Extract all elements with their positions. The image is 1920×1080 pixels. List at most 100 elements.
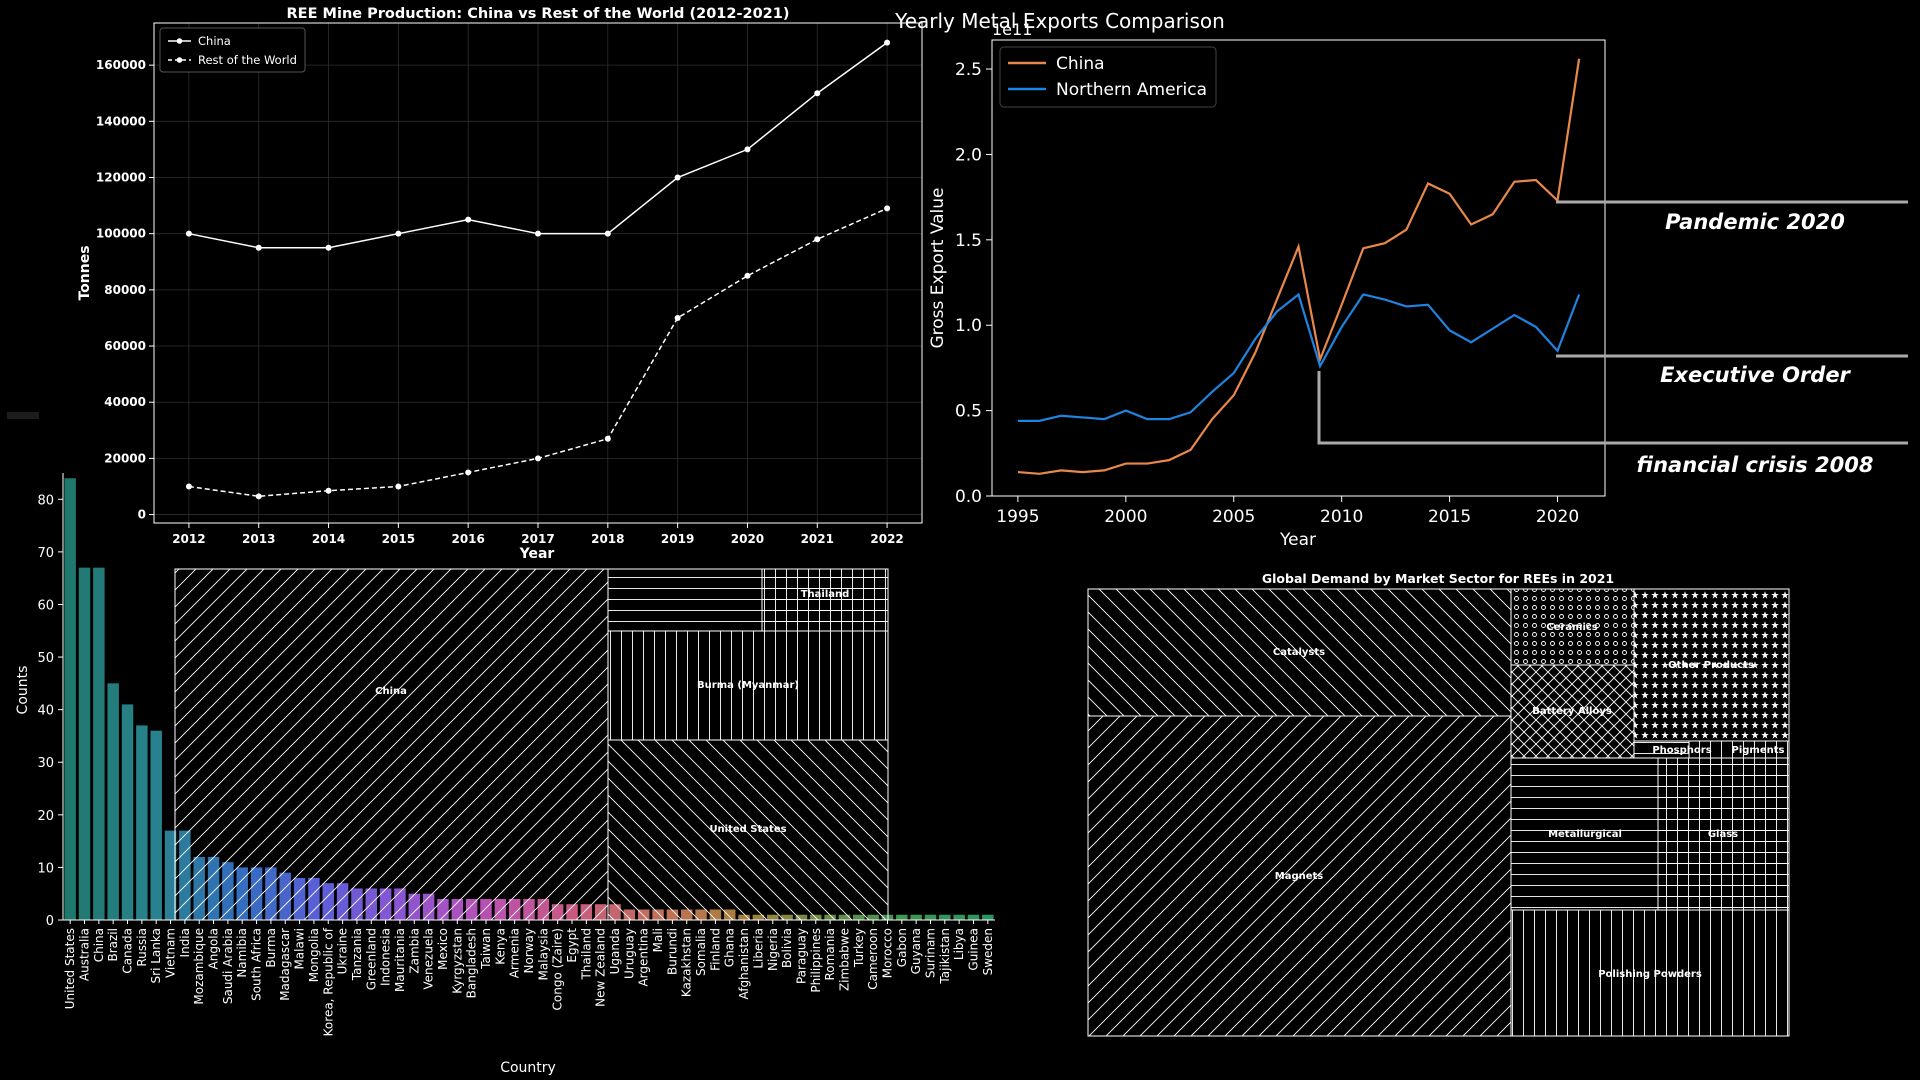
annotation-connectors <box>1317 200 1908 445</box>
chart1-xtick-label: 2022 <box>870 532 903 546</box>
chart3-xtick-label: Angola <box>207 928 221 969</box>
chart3-xtick-label: Canada <box>121 928 135 974</box>
treemap1-unlabeled <box>607 568 763 632</box>
chart3-ytick-label: 70 <box>37 546 54 561</box>
chart1-point <box>255 244 262 251</box>
chart1-point <box>604 435 611 442</box>
chart3-xtick-label: Somalia <box>694 928 708 976</box>
chart3-xtick-label: Kazakhstan <box>680 928 694 997</box>
chart1-point <box>395 483 402 490</box>
treemap2-label-catalysts: Catalysts <box>1273 647 1325 658</box>
treemap2-label-glass: Glass <box>1708 829 1738 840</box>
chart1-xlabel: Year <box>519 546 555 562</box>
chart1-ytick-label: 0 <box>138 508 146 522</box>
chart1-point <box>325 244 332 251</box>
chart3-xtick-label: Ukraine <box>336 928 350 974</box>
chart2-ytick-label: 1.0 <box>955 316 982 336</box>
chart1-xtick-label: 2019 <box>661 532 694 546</box>
chart3-ytick-label: 60 <box>37 598 54 613</box>
chart1-ytick-label: 120000 <box>96 170 146 184</box>
chart1-point <box>884 39 891 46</box>
chart1-ytick-label: 20000 <box>104 451 146 465</box>
chart3-xtick-label: Liberia <box>751 928 765 969</box>
chart3-bar <box>924 914 937 920</box>
chart1-ytick-label: 160000 <box>96 58 146 72</box>
chart3-bar <box>150 730 162 920</box>
chart2-ytick-label: 2.5 <box>955 60 982 80</box>
treemap2-catalysts <box>1087 588 1512 717</box>
treemap2-glass <box>1657 757 1790 911</box>
treemap1-label-us: United States <box>709 824 786 835</box>
chart3-bar <box>896 914 908 920</box>
treemap2-label-pigments: Pigments <box>1732 745 1785 756</box>
chart3-xtick-label: Cameroon <box>866 928 880 990</box>
chart3-xtick-label: Mozambique <box>192 928 206 1005</box>
chart3-xtick-label: Paraguay <box>794 928 808 984</box>
chart3-xtick-label: Mongolia <box>307 928 321 982</box>
treemap1-label-thailand: Thailand <box>801 589 850 600</box>
chart3-bar <box>64 478 76 920</box>
chart2-xtick-label: 2020 <box>1536 507 1579 527</box>
annotation-pandemic: Pandemic 2020 <box>1665 210 1845 234</box>
chart1-point <box>535 455 541 462</box>
chart2-legend-na: Northern America <box>1056 80 1207 100</box>
chart3-xtick-label: Brazil <box>106 928 120 962</box>
chart3-xtick-label: Zimbabwe <box>837 928 851 991</box>
chart2-series-china <box>1017 58 1581 475</box>
chart3-xtick-label: Malawi <box>293 928 307 970</box>
chart3-xtick-label: Mauritania <box>393 928 407 992</box>
chart2-xtick-label: 2005 <box>1212 507 1255 527</box>
chart3-ytick-label: 0 <box>46 914 54 929</box>
chart3-ytick-label: 10 <box>37 861 54 876</box>
chart3-xtick-label: Namibia <box>235 928 249 978</box>
chart1-ytick-label: 60000 <box>104 339 146 353</box>
chart3-bar <box>93 567 105 920</box>
chart3-xtick-label: Afghanistan <box>737 928 751 999</box>
chart1-xtick-label: 2017 <box>521 532 554 546</box>
chart3-xtick-label: Finland <box>708 928 722 971</box>
chart3-xtick-label: Norway <box>522 928 536 974</box>
chart3-xtick-label: India <box>178 928 192 957</box>
treemap2-battery-alloys <box>1510 664 1635 759</box>
chart3-bar <box>164 830 177 920</box>
treemap1-burma <box>607 630 889 741</box>
chart1-ytick-label: 100000 <box>96 227 146 241</box>
treemap2-ceramics <box>1510 588 1635 666</box>
chart1-point <box>465 469 472 476</box>
chart3-xtick-label: Burundi <box>665 928 679 975</box>
chart3-xtick-label: Libya <box>952 928 966 960</box>
chart1-point <box>744 272 751 279</box>
chart3-xtick-label: Madagascar <box>278 928 292 1001</box>
chart2-ytick-label: 0.0 <box>955 487 982 507</box>
chart1-ylabel: Tonnes <box>77 245 93 300</box>
chart3-xtick-label: Sri Lanka <box>149 928 163 983</box>
treemap2-label-other-products: Other Products <box>1668 660 1754 671</box>
chart3-xtick-label: Argentina <box>637 928 651 987</box>
chart3-xtick-label: Bangladesh <box>465 928 479 998</box>
chart3-xtick-label: Uganda <box>608 928 622 974</box>
chart1-point <box>325 487 332 494</box>
treemap2-metallurgical <box>1510 757 1659 911</box>
treemap2-label-ceramics: Ceramics <box>1546 622 1598 633</box>
chart1-xtick-label: 2012 <box>172 532 205 546</box>
chart2-title: Yearly Metal Exports Comparison <box>894 9 1225 33</box>
chart2-ytick-label: 2.0 <box>955 145 982 165</box>
treemap2-title: Global Demand by Market Sector for REEs … <box>1262 571 1614 586</box>
chart3-xtick-label: Malaysia <box>536 928 550 980</box>
chart3-ytick-label: 30 <box>37 756 54 771</box>
chart3-ytick-label: 80 <box>37 493 54 508</box>
chart2-xtick-label: 1995 <box>996 507 1039 527</box>
chart2-series-northern-america <box>1017 292 1581 422</box>
chart3-xtick-label: Australia <box>78 928 92 981</box>
chart3-ytick-label: 20 <box>37 809 54 824</box>
chart3-xtick-label: Ghana <box>723 928 737 967</box>
chart3-xtick-label: Armenia <box>508 928 522 978</box>
annotation-executive-order: Executive Order <box>1660 363 1851 387</box>
treemap2-label-phosphors: Phosphors <box>1652 745 1711 756</box>
chart3-xtick-label: Burma <box>264 928 278 968</box>
treemap1-label-china: China <box>375 686 407 697</box>
chart1-point <box>465 216 472 223</box>
treemap2-label-battery-alloys: Battery Alloys <box>1532 706 1612 717</box>
chart1-legend: China Rest of the World <box>159 27 306 73</box>
chart1-xtick-label: 2014 <box>312 532 345 546</box>
